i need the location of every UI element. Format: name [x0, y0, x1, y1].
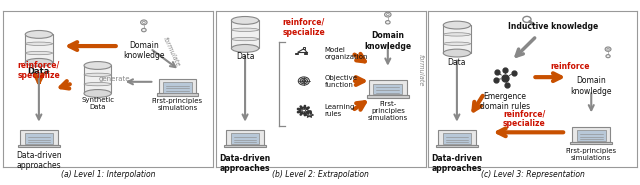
Text: Objective
function: Objective function: [325, 75, 358, 88]
Bar: [232, 20, 259, 48]
Text: Synthetic
Data: Synthetic Data: [81, 97, 114, 110]
Text: formulate: formulate: [161, 36, 180, 68]
Ellipse shape: [84, 90, 111, 97]
Bar: [159, 79, 196, 94]
Ellipse shape: [25, 31, 52, 38]
Bar: [436, 145, 477, 147]
Bar: [444, 25, 470, 53]
Circle shape: [302, 80, 306, 82]
Bar: [369, 80, 406, 95]
Text: Inductive knowledge: Inductive knowledge: [508, 22, 598, 31]
Ellipse shape: [232, 16, 259, 24]
Text: Learning
rules: Learning rules: [325, 104, 355, 117]
Text: reinforce/
specialize: reinforce/ specialize: [502, 109, 545, 128]
Ellipse shape: [444, 42, 470, 45]
Text: Data: Data: [447, 58, 466, 67]
Circle shape: [387, 14, 389, 16]
Text: reinforce: reinforce: [550, 62, 590, 71]
Bar: [84, 65, 111, 93]
Bar: [304, 53, 307, 54]
Ellipse shape: [84, 73, 111, 76]
Circle shape: [385, 12, 391, 17]
Text: Model
organization: Model organization: [325, 47, 369, 60]
Bar: [367, 95, 408, 98]
Ellipse shape: [25, 51, 52, 55]
Circle shape: [300, 78, 308, 84]
Bar: [570, 142, 612, 144]
Circle shape: [141, 28, 146, 32]
Bar: [374, 84, 402, 94]
Ellipse shape: [232, 37, 259, 41]
Bar: [224, 145, 266, 147]
Text: First-principles
simulations: First-principles simulations: [566, 148, 617, 161]
Bar: [20, 130, 58, 145]
Bar: [25, 34, 52, 62]
Text: First-
principles
simulations: First- principles simulations: [368, 101, 408, 121]
Text: Domain
knowledge: Domain knowledge: [570, 76, 612, 96]
Bar: [577, 130, 605, 141]
Ellipse shape: [232, 28, 259, 31]
Ellipse shape: [444, 21, 470, 29]
Circle shape: [605, 47, 611, 51]
Ellipse shape: [232, 44, 259, 52]
Circle shape: [302, 109, 306, 112]
Circle shape: [307, 113, 312, 117]
Ellipse shape: [25, 42, 52, 45]
Text: Data-driven
approaches: Data-driven approaches: [16, 151, 61, 170]
Text: Data-driven
approaches: Data-driven approaches: [431, 154, 483, 174]
Bar: [303, 47, 305, 49]
Text: reinforce/
specialize: reinforce/ specialize: [17, 61, 60, 80]
Text: Emergence
domain rules: Emergence domain rules: [480, 92, 531, 111]
Ellipse shape: [84, 83, 111, 86]
Ellipse shape: [25, 58, 52, 66]
Bar: [226, 130, 264, 145]
Circle shape: [385, 21, 390, 24]
Text: reinforce/
specialize: reinforce/ specialize: [282, 17, 325, 37]
Bar: [230, 133, 259, 144]
Text: generate: generate: [99, 76, 130, 82]
Bar: [438, 130, 476, 145]
Text: formulate: formulate: [417, 54, 423, 86]
Circle shape: [300, 107, 308, 114]
Circle shape: [606, 55, 610, 58]
Text: (b) Level 2: Extrapolation: (b) Level 2: Extrapolation: [272, 170, 369, 179]
Bar: [157, 93, 198, 96]
Bar: [18, 145, 60, 147]
Circle shape: [298, 77, 309, 85]
Circle shape: [143, 21, 145, 23]
Bar: [24, 133, 53, 144]
Ellipse shape: [444, 33, 470, 36]
Circle shape: [141, 20, 147, 25]
Circle shape: [607, 48, 609, 50]
Bar: [163, 82, 192, 93]
Text: (a) Level 1: Interpolation: (a) Level 1: Interpolation: [61, 170, 156, 179]
Text: (c) Level 3: Representation: (c) Level 3: Representation: [481, 170, 584, 179]
Text: Data-driven
approaches: Data-driven approaches: [220, 154, 271, 174]
Bar: [572, 127, 610, 142]
Text: Domain
knowledge: Domain knowledge: [364, 31, 412, 51]
Bar: [295, 53, 298, 54]
Ellipse shape: [444, 49, 470, 57]
Ellipse shape: [84, 62, 111, 69]
Text: Data: Data: [28, 67, 50, 76]
Bar: [442, 133, 471, 144]
Text: Data: Data: [236, 51, 254, 60]
Text: First-principles
simulations: First-principles simulations: [152, 98, 203, 111]
Circle shape: [308, 114, 310, 115]
Text: Domain
knowledge: Domain knowledge: [123, 41, 164, 60]
